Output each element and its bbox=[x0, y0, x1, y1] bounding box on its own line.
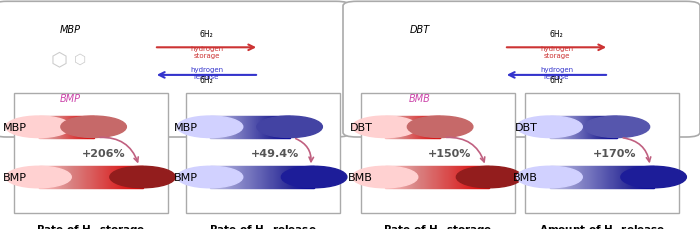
Text: hydrogen
storage: hydrogen storage bbox=[190, 46, 223, 59]
Text: BMB: BMB bbox=[409, 93, 431, 104]
Text: MBP: MBP bbox=[3, 122, 27, 132]
FancyArrowPatch shape bbox=[295, 139, 314, 162]
Text: ⬡: ⬡ bbox=[74, 53, 87, 66]
Text: 6H₂: 6H₂ bbox=[199, 76, 213, 85]
Circle shape bbox=[352, 117, 418, 138]
Text: hydrogen
storage: hydrogen storage bbox=[540, 46, 573, 59]
Text: hydrogen
release: hydrogen release bbox=[540, 66, 573, 79]
Text: +150%: +150% bbox=[428, 148, 472, 158]
FancyArrowPatch shape bbox=[100, 138, 138, 162]
Text: BMB: BMB bbox=[348, 172, 373, 182]
Circle shape bbox=[584, 117, 650, 138]
Text: DBT: DBT bbox=[410, 25, 430, 35]
Circle shape bbox=[177, 166, 243, 188]
Text: ⬡: ⬡ bbox=[51, 50, 68, 69]
FancyArrowPatch shape bbox=[447, 138, 484, 162]
Text: BMP: BMP bbox=[60, 93, 80, 104]
Text: +170%: +170% bbox=[593, 148, 636, 158]
Circle shape bbox=[110, 166, 176, 188]
Text: 6H₂: 6H₂ bbox=[550, 76, 564, 85]
Circle shape bbox=[281, 166, 347, 188]
Bar bbox=[186, 94, 340, 213]
Bar bbox=[14, 94, 168, 213]
Text: +206%: +206% bbox=[81, 148, 125, 158]
FancyArrowPatch shape bbox=[623, 138, 651, 162]
Text: 6H₂: 6H₂ bbox=[550, 30, 564, 39]
Text: MBP: MBP bbox=[60, 25, 80, 35]
Bar bbox=[360, 94, 514, 213]
FancyBboxPatch shape bbox=[343, 2, 700, 137]
Circle shape bbox=[621, 166, 687, 188]
Circle shape bbox=[6, 166, 71, 188]
Circle shape bbox=[257, 117, 323, 138]
Text: 6H₂: 6H₂ bbox=[199, 30, 213, 39]
Text: Rate of H$_2$ storage: Rate of H$_2$ storage bbox=[383, 222, 492, 229]
Circle shape bbox=[517, 117, 582, 138]
Text: BMB: BMB bbox=[512, 172, 538, 182]
Text: DBT: DBT bbox=[350, 122, 373, 132]
Circle shape bbox=[177, 117, 243, 138]
Text: DBT: DBT bbox=[514, 122, 538, 132]
Text: Rate of H$_2$ release: Rate of H$_2$ release bbox=[209, 222, 316, 229]
Circle shape bbox=[456, 166, 522, 188]
Text: BMP: BMP bbox=[3, 172, 27, 182]
Circle shape bbox=[407, 117, 473, 138]
Circle shape bbox=[352, 166, 418, 188]
Text: Amount of H$_2$ release: Amount of H$_2$ release bbox=[539, 222, 665, 229]
Text: BMP: BMP bbox=[174, 172, 198, 182]
Text: hydrogen
release: hydrogen release bbox=[190, 66, 223, 79]
FancyBboxPatch shape bbox=[0, 2, 350, 137]
Circle shape bbox=[517, 166, 582, 188]
Text: Rate of H$_2$ storage: Rate of H$_2$ storage bbox=[36, 222, 146, 229]
Text: MBP: MBP bbox=[174, 122, 198, 132]
Circle shape bbox=[61, 117, 127, 138]
Text: +49.4%: +49.4% bbox=[251, 148, 299, 158]
Bar bbox=[525, 94, 679, 213]
Circle shape bbox=[6, 117, 71, 138]
